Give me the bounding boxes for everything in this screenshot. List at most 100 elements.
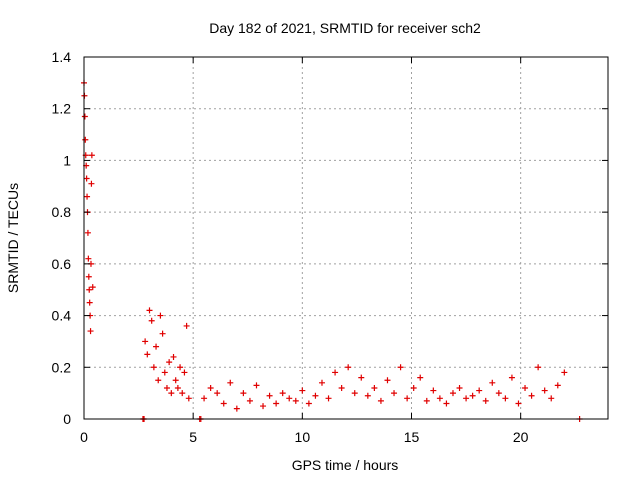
data-point (150, 364, 157, 371)
data-point (207, 384, 214, 391)
data-point (430, 387, 437, 394)
data-point (181, 369, 188, 376)
data-point (240, 390, 247, 397)
data-point (449, 390, 456, 397)
data-point (436, 395, 443, 402)
y-tick-label: 1.4 (52, 49, 72, 65)
y-tick-label: 0.8 (52, 204, 72, 220)
data-point (273, 400, 280, 407)
data-point (305, 400, 312, 407)
data-point (161, 369, 168, 376)
y-tick-label: 1 (63, 152, 71, 168)
data-point (144, 351, 151, 358)
data-point (84, 229, 91, 236)
data-point (146, 307, 153, 314)
data-point (489, 379, 496, 386)
ticks-layer: 0 5 10 15 20 0 0.2 0.4 0.6 0.8 1 1.2 1.4 (52, 49, 608, 445)
data-point (214, 390, 221, 397)
data-point (299, 387, 306, 394)
data-point (404, 395, 411, 402)
data-point (233, 405, 240, 412)
x-tick-label: 20 (513, 429, 529, 445)
data-point (260, 403, 267, 410)
data-point (253, 382, 260, 389)
data-point (246, 397, 253, 404)
data-point (364, 392, 371, 399)
data-point (541, 387, 548, 394)
data-point (155, 377, 162, 384)
data-point (535, 364, 542, 371)
data-point (183, 322, 190, 329)
data-point (554, 382, 561, 389)
data-point (508, 374, 515, 381)
data-point (312, 392, 319, 399)
data-point (82, 136, 89, 143)
data-point (332, 369, 339, 376)
data-point (89, 284, 96, 291)
y-tick-label: 0 (63, 411, 71, 427)
data-point (292, 397, 299, 404)
data-point (266, 392, 273, 399)
data-point (174, 384, 181, 391)
data-point (88, 180, 95, 187)
x-tick-label: 5 (189, 429, 197, 445)
data-point (384, 377, 391, 384)
data-point (325, 395, 332, 402)
data-point (469, 392, 476, 399)
data-point (84, 193, 91, 200)
data-point (142, 338, 149, 345)
plot-frame (83, 56, 609, 420)
data-point (371, 384, 378, 391)
data-point (502, 395, 509, 402)
data-point (495, 390, 502, 397)
y-tick-label: 0.2 (52, 359, 72, 375)
points-layer (81, 79, 583, 422)
chart-title: Day 182 of 2021, SRMTID for receiver sch… (209, 20, 481, 36)
data-point (85, 273, 92, 280)
data-point (391, 390, 398, 397)
data-point (345, 364, 352, 371)
x-tick-label: 15 (404, 429, 420, 445)
data-point (172, 377, 179, 384)
data-point (157, 312, 164, 319)
data-point (397, 364, 404, 371)
data-point (561, 369, 568, 376)
data-point (179, 390, 186, 397)
data-point (168, 390, 175, 397)
data-point (358, 374, 365, 381)
data-point (515, 400, 522, 407)
x-tick-label: 0 (80, 429, 88, 445)
data-point (159, 330, 166, 337)
data-point (177, 364, 184, 371)
data-point (163, 384, 170, 391)
data-point (88, 152, 95, 159)
data-point (522, 384, 529, 391)
x-axis-label: GPS time / hours (292, 457, 399, 473)
data-point (318, 379, 325, 386)
y-tick-label: 1.2 (52, 101, 72, 117)
data-point (185, 395, 192, 402)
data-point (279, 390, 286, 397)
data-point (220, 400, 227, 407)
data-point (87, 328, 94, 335)
data-point (227, 379, 234, 386)
data-point (410, 384, 417, 391)
y-tick-label: 0.4 (52, 308, 72, 324)
y-axis-label: SRMTID / TECUs (5, 183, 21, 293)
data-point (463, 395, 470, 402)
data-point (476, 387, 483, 394)
data-point (423, 397, 430, 404)
data-point (456, 384, 463, 391)
data-point (86, 286, 93, 293)
data-point (377, 397, 384, 404)
data-point (81, 113, 88, 120)
data-point (166, 359, 173, 366)
data-point (417, 374, 424, 381)
data-point (85, 255, 92, 262)
data-point (153, 343, 160, 350)
data-point (548, 395, 555, 402)
y-tick-label: 0.6 (52, 256, 72, 272)
data-point (286, 395, 293, 402)
data-point (83, 175, 90, 182)
